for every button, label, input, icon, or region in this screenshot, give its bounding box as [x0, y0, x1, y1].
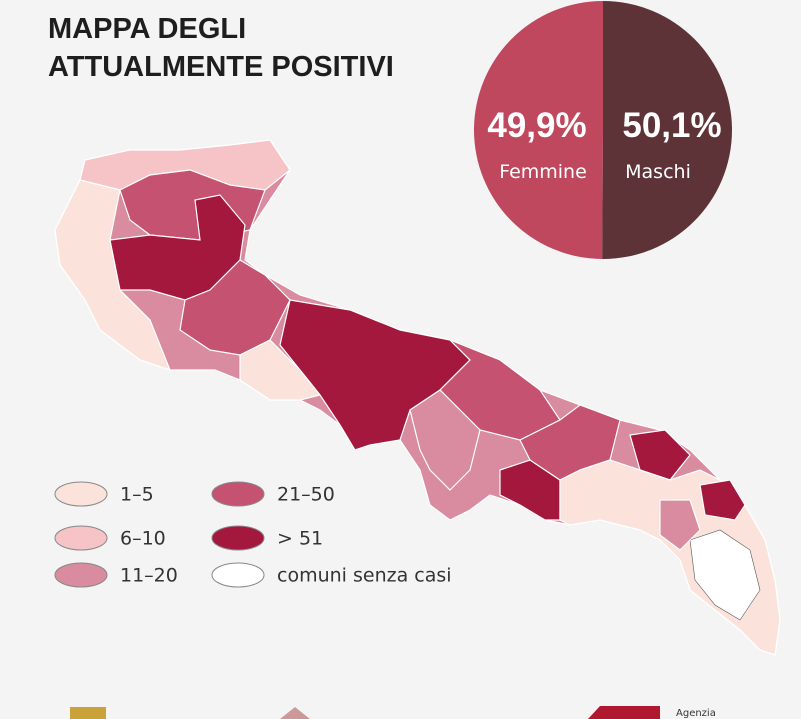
area — [109, 194, 246, 301]
area — [179, 259, 291, 356]
legend: 1–5 6–10 11–20 21–50 > 51 comuni senza casi — [54, 481, 452, 588]
area — [629, 429, 691, 481]
area — [689, 529, 761, 621]
area — [659, 499, 701, 551]
legend-label: 21–50 — [277, 484, 335, 506]
value-label: 50,1% — [622, 106, 721, 145]
logo — [588, 706, 660, 719]
pie-slice — [602, 1, 732, 259]
category-label: Maschi — [625, 161, 691, 183]
value-label: 49,9% — [487, 106, 586, 145]
legend-swatch — [211, 481, 265, 507]
pie-chart: 49,9% Femmine 50,1% Maschi — [473, 0, 732, 259]
map — [54, 139, 781, 656]
logo — [70, 707, 106, 719]
logo — [280, 707, 310, 719]
category-label: Femmine — [499, 161, 587, 183]
legend-label: 11–20 — [120, 565, 178, 587]
area — [239, 339, 322, 401]
area — [409, 389, 481, 491]
legend-label: comuni senza casi — [277, 565, 452, 587]
legend-label: 6–10 — [120, 528, 166, 550]
legend-swatch — [211, 525, 265, 551]
agency-label: Agenzia — [676, 708, 716, 719]
title-line: MAPPA DEGLI — [48, 13, 246, 45]
legend-swatch — [54, 562, 108, 588]
legend-swatch — [211, 562, 265, 588]
legend-label: > 51 — [277, 528, 323, 550]
legend-swatch — [54, 481, 108, 507]
title-line: ATTUALMENTE POSITIVI — [48, 51, 394, 83]
pie-slice — [473, 0, 603, 259]
legend-label: 1–5 — [120, 484, 154, 506]
legend-swatch — [54, 525, 108, 551]
area — [699, 479, 746, 521]
